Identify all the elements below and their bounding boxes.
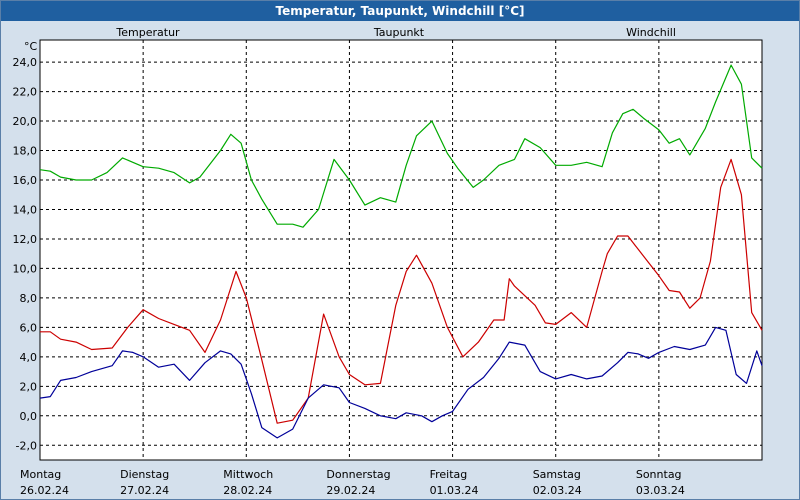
y-tick-label: 8,0 <box>20 292 38 305</box>
series-lines <box>39 64 763 439</box>
series-line-taupunkt <box>39 326 763 439</box>
y-tick-label: 0,0 <box>20 410 38 423</box>
x-date-label: 03.03.24 <box>636 484 685 497</box>
y-tick-label: 24,0 <box>13 56 38 69</box>
x-day-label: Samstag <box>533 468 581 481</box>
y-tick-label: 2,0 <box>20 380 38 393</box>
x-day-label: Freitag <box>430 468 468 481</box>
y-tick-label: 4,0 <box>20 351 38 364</box>
x-date-label: 28.02.24 <box>223 484 272 497</box>
x-date-label: 27.02.24 <box>120 484 169 497</box>
y-tick-label: 10,0 <box>13 262 38 275</box>
y-axis-ticks: -2,0 0,0 2,0 4,0 6,0 8,0 10,0 12,0 14,0 16,0 18,0 2… <box>13 56 38 452</box>
y-tick-label: 20,0 <box>13 115 38 128</box>
x-date-label: 02.03.24 <box>533 484 582 497</box>
series-line-windchill <box>39 64 763 228</box>
x-date-label: 26.02.24 <box>20 484 69 497</box>
x-axis-labels: Montag 26.02.24 Dienstag 27.02.24 Mittwoch 28… <box>20 468 685 497</box>
y-tick-label: 22,0 <box>13 86 38 99</box>
y-axis-label: °C <box>24 40 38 53</box>
plot-area <box>39 39 763 461</box>
grid <box>40 40 762 460</box>
y-tick-label: 12,0 <box>13 233 38 246</box>
legend-taupunkt: Taupunkt <box>373 26 425 39</box>
y-tick-label: 6,0 <box>20 321 38 334</box>
x-day-label: Montag <box>20 468 61 481</box>
series-line-temperatur <box>40 158 763 424</box>
legend-temperatur: Temperatur <box>115 26 180 39</box>
y-tick-label: 14,0 <box>13 203 38 216</box>
legend-windchill: Windchill <box>626 26 676 39</box>
x-day-label: Sonntag <box>636 468 682 481</box>
x-day-label: Mittwoch <box>223 468 273 481</box>
x-day-label: Dienstag <box>120 468 169 481</box>
y-tick-label: 16,0 <box>13 174 38 187</box>
x-date-label: 29.02.24 <box>326 484 375 497</box>
y-tick-label: 18,0 <box>13 145 38 158</box>
y-tick-label: -2,0 <box>16 439 37 452</box>
x-day-label: Donnerstag <box>326 468 390 481</box>
x-date-label: 01.03.24 <box>430 484 479 497</box>
chart-title: Temperatur, Taupunkt, Windchill [°C] <box>1 1 799 21</box>
